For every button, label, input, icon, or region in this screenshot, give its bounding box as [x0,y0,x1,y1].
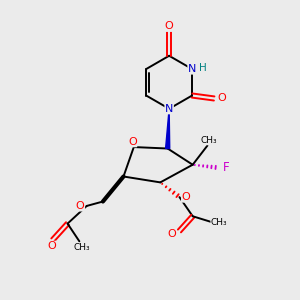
Text: O: O [168,229,176,239]
Text: N: N [188,64,196,74]
Text: O: O [217,94,226,103]
Text: CH₃: CH₃ [74,243,91,252]
Text: CH₃: CH₃ [201,136,217,145]
Text: O: O [182,192,190,202]
Text: CH₃: CH₃ [211,218,227,226]
Text: O: O [47,241,56,251]
Polygon shape [166,109,170,148]
Text: O: O [128,137,137,147]
Text: O: O [76,201,85,211]
Text: H: H [199,63,206,73]
Text: O: O [165,21,173,31]
Text: N: N [165,104,173,114]
Text: F: F [223,161,229,174]
